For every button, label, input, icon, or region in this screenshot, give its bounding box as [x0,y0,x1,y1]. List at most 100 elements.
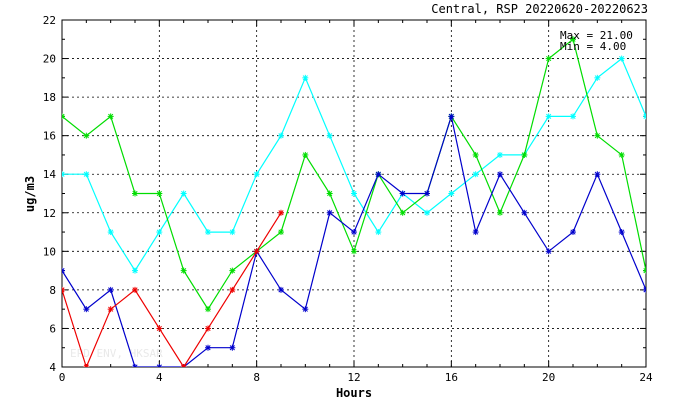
data-point [424,209,430,216]
x-tick-label: 24 [639,371,653,384]
min-label: Min = 4.00 [560,40,626,53]
data-point [351,248,357,255]
y-tick-label: 16 [43,130,56,143]
data-point [618,151,625,158]
data-point [156,190,163,197]
x-tick-label: 8 [253,371,260,384]
x-tick-label: 20 [542,371,555,384]
data-point [253,171,260,178]
data-point [472,151,479,158]
data-point [205,306,211,313]
data-point [326,190,333,197]
data-point [278,286,284,293]
y-tick-label: 8 [49,284,56,297]
data-point [448,113,455,120]
data-point [570,113,576,120]
data-point [83,364,90,367]
data-point [594,74,601,81]
y-axis-label: ug/m3 [23,176,37,212]
data-point [205,229,211,236]
y-tick-label: 14 [43,168,57,181]
y-tick-label: 12 [43,207,56,220]
data-point [229,344,236,351]
y-tick-label: 4 [49,361,56,374]
data-point [302,306,309,313]
series-4 [62,209,284,367]
data-point [83,132,90,139]
data-point [229,286,236,293]
data-point [229,267,236,274]
x-axis-label: Hours [336,386,372,400]
data-point [643,286,646,293]
data-point [643,113,646,120]
data-point [545,248,552,255]
data-point [180,267,187,274]
data-point [278,209,284,216]
data-point [62,113,65,120]
data-point [545,113,552,120]
data-point [497,209,503,216]
data-point [62,267,65,274]
data-point [62,171,65,178]
data-point [618,55,625,62]
data-point [472,229,479,236]
data-point [594,132,601,139]
data-point [618,229,625,236]
data-point [302,74,309,81]
data-point [132,190,138,197]
series-2 [62,36,646,313]
data-point [472,171,479,178]
data-point [375,229,382,236]
data-point [132,286,138,293]
data-point [156,364,163,367]
data-point [521,151,528,158]
data-point [326,132,333,139]
data-point [424,190,430,197]
data-point [253,248,260,255]
data-point [107,229,114,236]
x-tick-label: 0 [59,371,66,384]
y-tick-label: 10 [43,245,56,258]
data-point [107,113,114,120]
data-point [351,190,357,197]
data-point [375,171,382,178]
y-tick-label: 18 [43,91,56,104]
data-point [399,209,406,216]
data-point [205,325,211,332]
x-tick-label: 12 [347,371,360,384]
y-tick-label: 6 [49,322,56,335]
data-point [351,229,357,236]
data-point [180,190,187,197]
data-point [643,267,646,274]
max-label: Max = 21.00 [560,29,633,42]
data-point [107,306,114,313]
series-group [62,36,646,367]
data-point [594,171,601,178]
data-point [497,171,503,178]
data-point [570,229,576,236]
y-tick-label: 22 [43,14,56,27]
data-point [180,364,187,367]
y-tick-label: 20 [43,53,56,66]
data-point [107,286,114,293]
data-point [521,209,528,216]
data-point [545,55,552,62]
x-tick-label: 16 [445,371,458,384]
data-point [497,151,503,158]
chart-title: Central, RSP 20220620-20220623 [431,2,648,16]
series-3 [62,113,646,367]
data-point [156,229,163,236]
data-point [570,36,576,43]
data-point [448,190,455,197]
data-point [156,325,163,332]
data-point [83,171,90,178]
data-point [278,229,284,236]
data-point [278,132,284,139]
data-point [132,364,138,367]
data-point [229,229,236,236]
data-point [302,151,309,158]
series-line [62,212,282,367]
